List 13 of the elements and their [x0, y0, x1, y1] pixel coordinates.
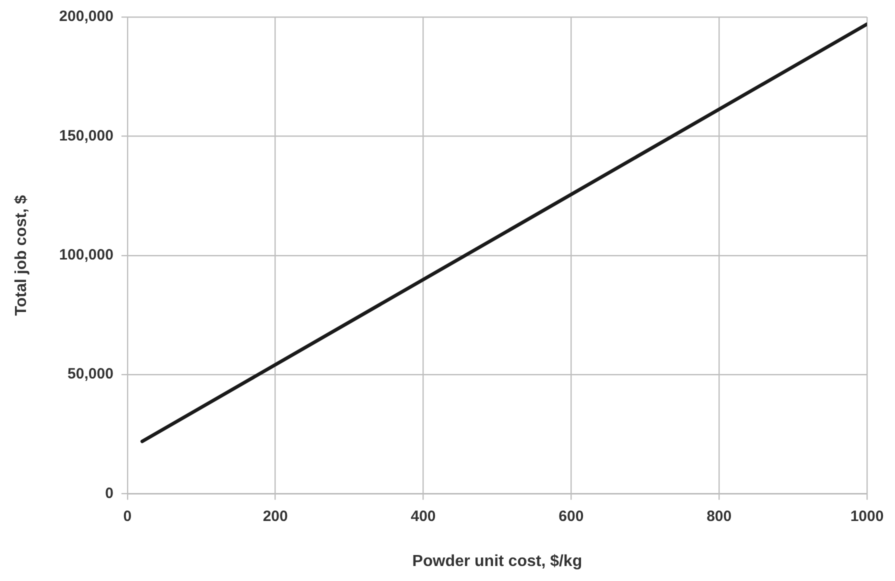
y-tick-label: 50,000 [68, 366, 114, 383]
x-axis-title: Powder unit cost, $/kg [412, 552, 582, 570]
y-tick-label: 150,000 [59, 127, 114, 144]
y-tick-label: 0 [105, 484, 114, 502]
x-tick-label: 200 [262, 508, 288, 525]
x-tick-label: 0 [123, 508, 132, 525]
x-tick-label: 400 [410, 508, 436, 525]
x-tick-label: 1000 [850, 508, 884, 525]
x-tick-label: 800 [706, 508, 732, 525]
y-axis-title: Total job cost, $ [13, 195, 30, 316]
y-tick-label: 200,000 [59, 8, 114, 26]
x-tick-label: 600 [558, 508, 584, 525]
y-tick-label: 100,000 [59, 246, 114, 264]
